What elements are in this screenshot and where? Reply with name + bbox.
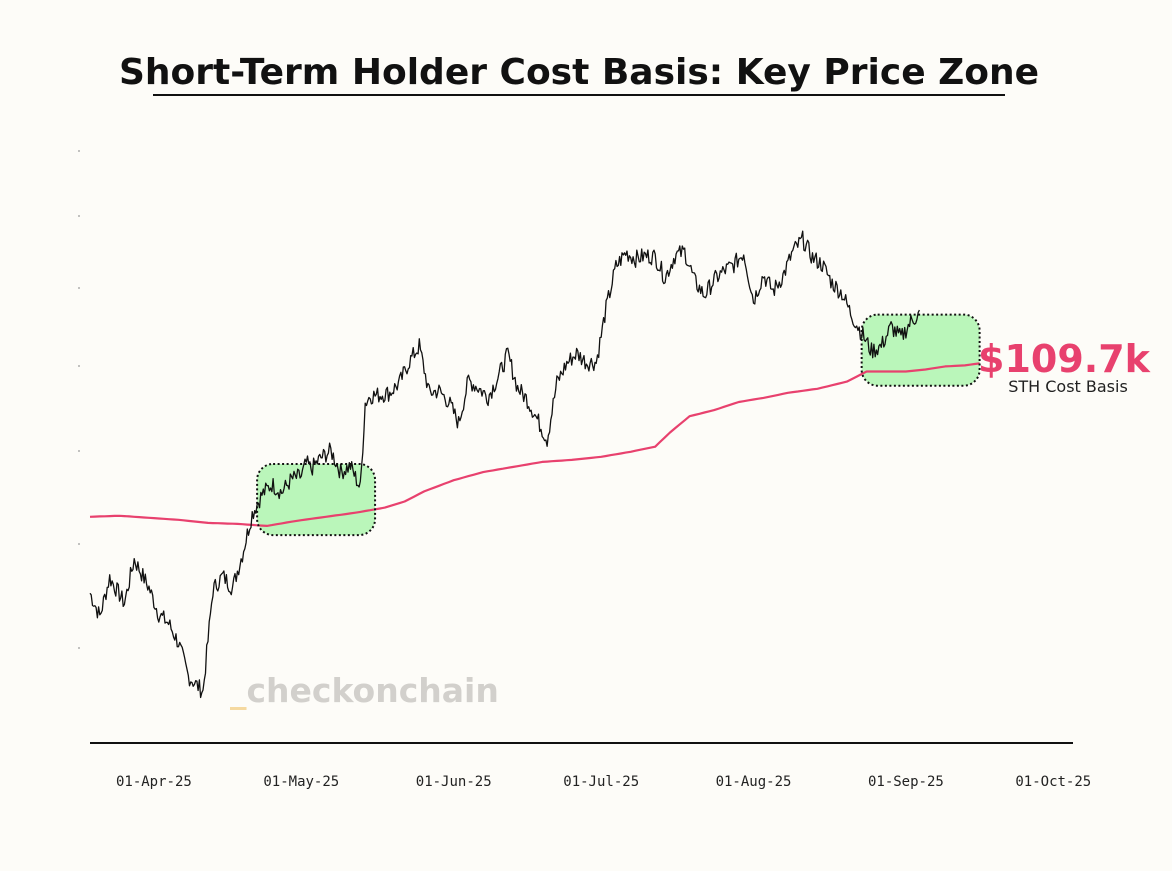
watermark-underscore: _ <box>230 671 247 710</box>
cost-basis-label: STH Cost Basis <box>1008 377 1128 396</box>
x-tick-label: 01-Apr-25 <box>116 774 192 790</box>
price-line <box>89 230 920 699</box>
x-tick-label: 01-Jun-25 <box>416 774 492 790</box>
highlight-zone <box>257 463 376 536</box>
x-tick-label: 01-Jul-25 <box>563 774 639 790</box>
cost-basis-annotation: $109.7k STH Cost Basis <box>978 337 1151 396</box>
highlight-zone <box>861 314 980 386</box>
chart-title-group: Short-Term Holder Cost Basis: Key Price … <box>119 52 1039 96</box>
watermark: _checkonchain <box>230 671 499 710</box>
x-tick-label: 01-Aug-25 <box>716 774 792 790</box>
x-tick-label: 01-Sep-25 <box>868 774 944 790</box>
y-axis-tick-marks <box>78 150 80 649</box>
cost-basis-value: $109.7k <box>978 337 1151 381</box>
svg-text:_checkonchain: _checkonchain <box>230 671 499 710</box>
highlight-zones <box>257 314 980 536</box>
x-tick-label: 01-May-25 <box>263 774 339 790</box>
x-tick-label: 01-Oct-25 <box>1015 774 1091 790</box>
x-axis-tick-labels: 01-Apr-25 01-May-25 01-Jun-25 01-Jul-25 01-A… <box>116 774 1091 790</box>
watermark-text: checkonchain <box>247 671 499 710</box>
sth-cost-basis-line <box>89 362 980 527</box>
chart-title: Short-Term Holder Cost Basis: Key Price … <box>119 52 1039 93</box>
